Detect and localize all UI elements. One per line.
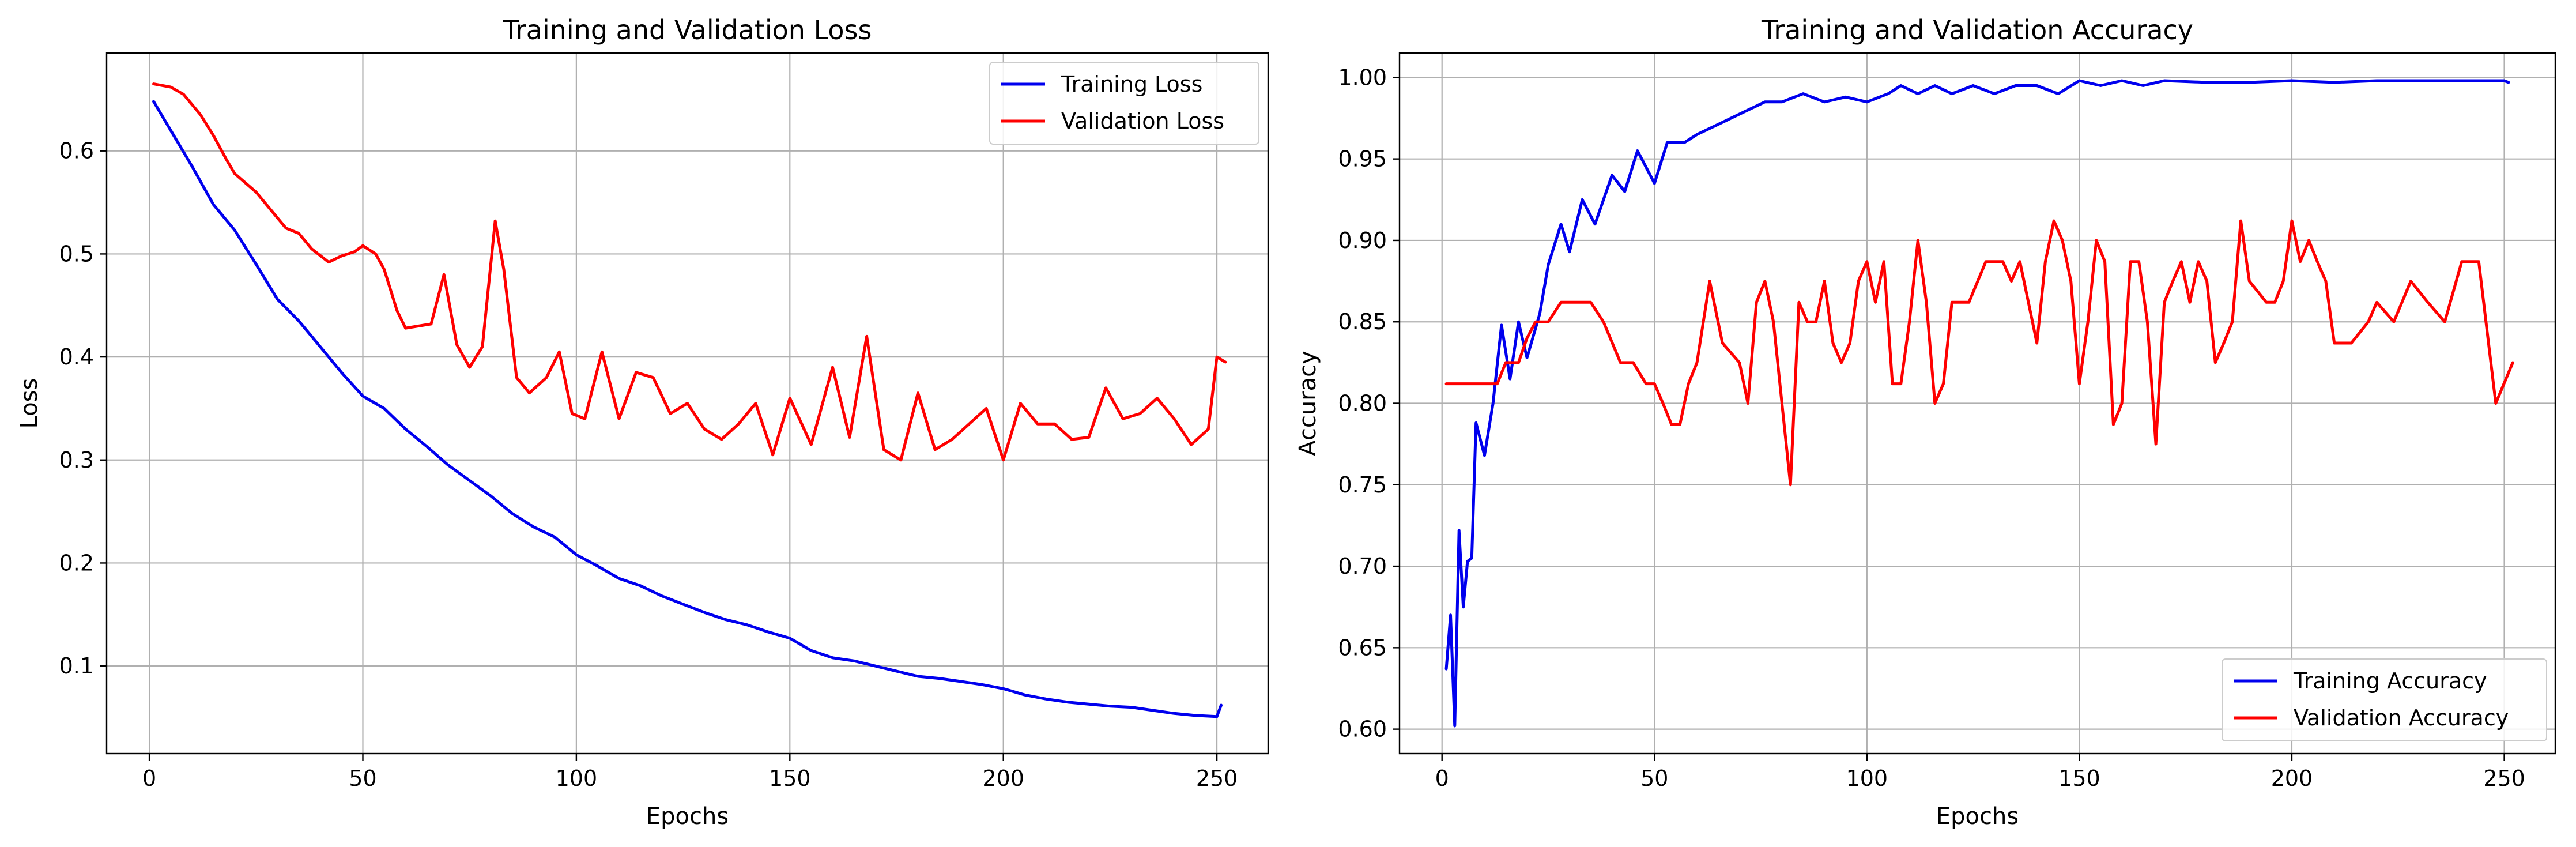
accuracy-series-validation-line	[1444, 219, 2514, 487]
accuracy-y-tick-label: 0.75	[1338, 472, 1387, 498]
accuracy-chart-title: Training and Validation Accuracy	[1761, 14, 2193, 46]
loss-legend-label-training: Training Loss	[1061, 71, 1202, 97]
accuracy-x-tick-label: 0	[1435, 766, 1449, 791]
accuracy-series	[1444, 79, 2514, 728]
accuracy-ticks: 0 50 100 150 200 250 0.60 0.65 0.70 0.75 0.80 0.85 0…	[1338, 65, 2525, 791]
accuracy-y-tick-label: 0.60	[1338, 717, 1387, 742]
loss-y-tick-label: 0.4	[59, 344, 94, 370]
accuracy-y-axis-label: Accuracy	[1295, 351, 1321, 456]
loss-ticks: 0 50 100 150 200 250 0.1 0.2 0.3 0.4 0.5 0.6	[59, 138, 1238, 791]
accuracy-series-training-line	[1444, 79, 2510, 728]
loss-legend-label-validation: Validation Loss	[1061, 108, 1224, 134]
accuracy-x-tick-label: 250	[2483, 766, 2525, 791]
loss-y-tick-label: 0.2	[59, 550, 94, 575]
loss-chart: 0 50 100 150 200 250 0.1 0.2 0.3 0.4 0.5 0.6 Traini…	[16, 14, 1269, 830]
accuracy-y-tick-label: 0.90	[1338, 228, 1387, 253]
accuracy-legend-label-training: Training Accuracy	[2293, 668, 2487, 694]
loss-x-tick-label: 100	[556, 766, 598, 791]
accuracy-gridlines	[1400, 53, 2555, 754]
accuracy-y-tick-label: 0.80	[1338, 391, 1387, 416]
accuracy-x-axis-label: Epochs	[1936, 803, 2019, 830]
accuracy-x-tick-label: 100	[1846, 766, 1888, 791]
loss-series	[152, 82, 1227, 718]
loss-chart-title: Training and Validation Loss	[503, 14, 872, 46]
accuracy-y-tick-label: 1.00	[1338, 65, 1387, 90]
loss-y-tick-label: 0.6	[59, 138, 94, 164]
loss-y-tick-label: 0.3	[59, 447, 94, 473]
accuracy-legend: Training Accuracy Validation Accuracy	[2222, 658, 2547, 741]
accuracy-x-tick-label: 200	[2271, 766, 2313, 791]
loss-gridlines	[107, 53, 1268, 754]
loss-x-tick-label: 200	[982, 766, 1024, 791]
accuracy-chart: 0 50 100 150 200 250 0.60 0.65 0.70 0.75 0.80 0.85 0…	[1295, 14, 2556, 830]
accuracy-y-tick-label: 0.65	[1338, 635, 1387, 660]
accuracy-y-tick-label: 0.70	[1338, 554, 1387, 579]
loss-y-tick-label: 0.5	[59, 241, 94, 266]
accuracy-x-tick-label: 50	[1640, 766, 1668, 791]
accuracy-y-tick-label: 0.85	[1338, 309, 1387, 334]
loss-x-tick-label: 150	[769, 766, 811, 791]
accuracy-x-tick-label: 150	[2058, 766, 2100, 791]
accuracy-legend-label-validation: Validation Accuracy	[2294, 705, 2509, 731]
loss-plot-frame	[105, 52, 1269, 755]
loss-x-tick-label: 250	[1196, 766, 1238, 791]
accuracy-y-tick-label: 0.95	[1338, 146, 1387, 172]
loss-x-tick-label: 0	[142, 766, 156, 791]
loss-series-validation-line	[152, 82, 1227, 462]
loss-legend-box	[989, 62, 1259, 145]
loss-y-axis-label: Loss	[16, 378, 43, 429]
loss-legend: Training Loss Validation Loss	[989, 62, 1259, 145]
loss-x-axis-label: Epochs	[646, 803, 729, 830]
loss-x-tick-label: 50	[349, 766, 376, 791]
accuracy-legend-box	[2222, 658, 2547, 741]
loss-series-training-line	[152, 100, 1223, 718]
loss-y-tick-label: 0.1	[59, 653, 94, 679]
